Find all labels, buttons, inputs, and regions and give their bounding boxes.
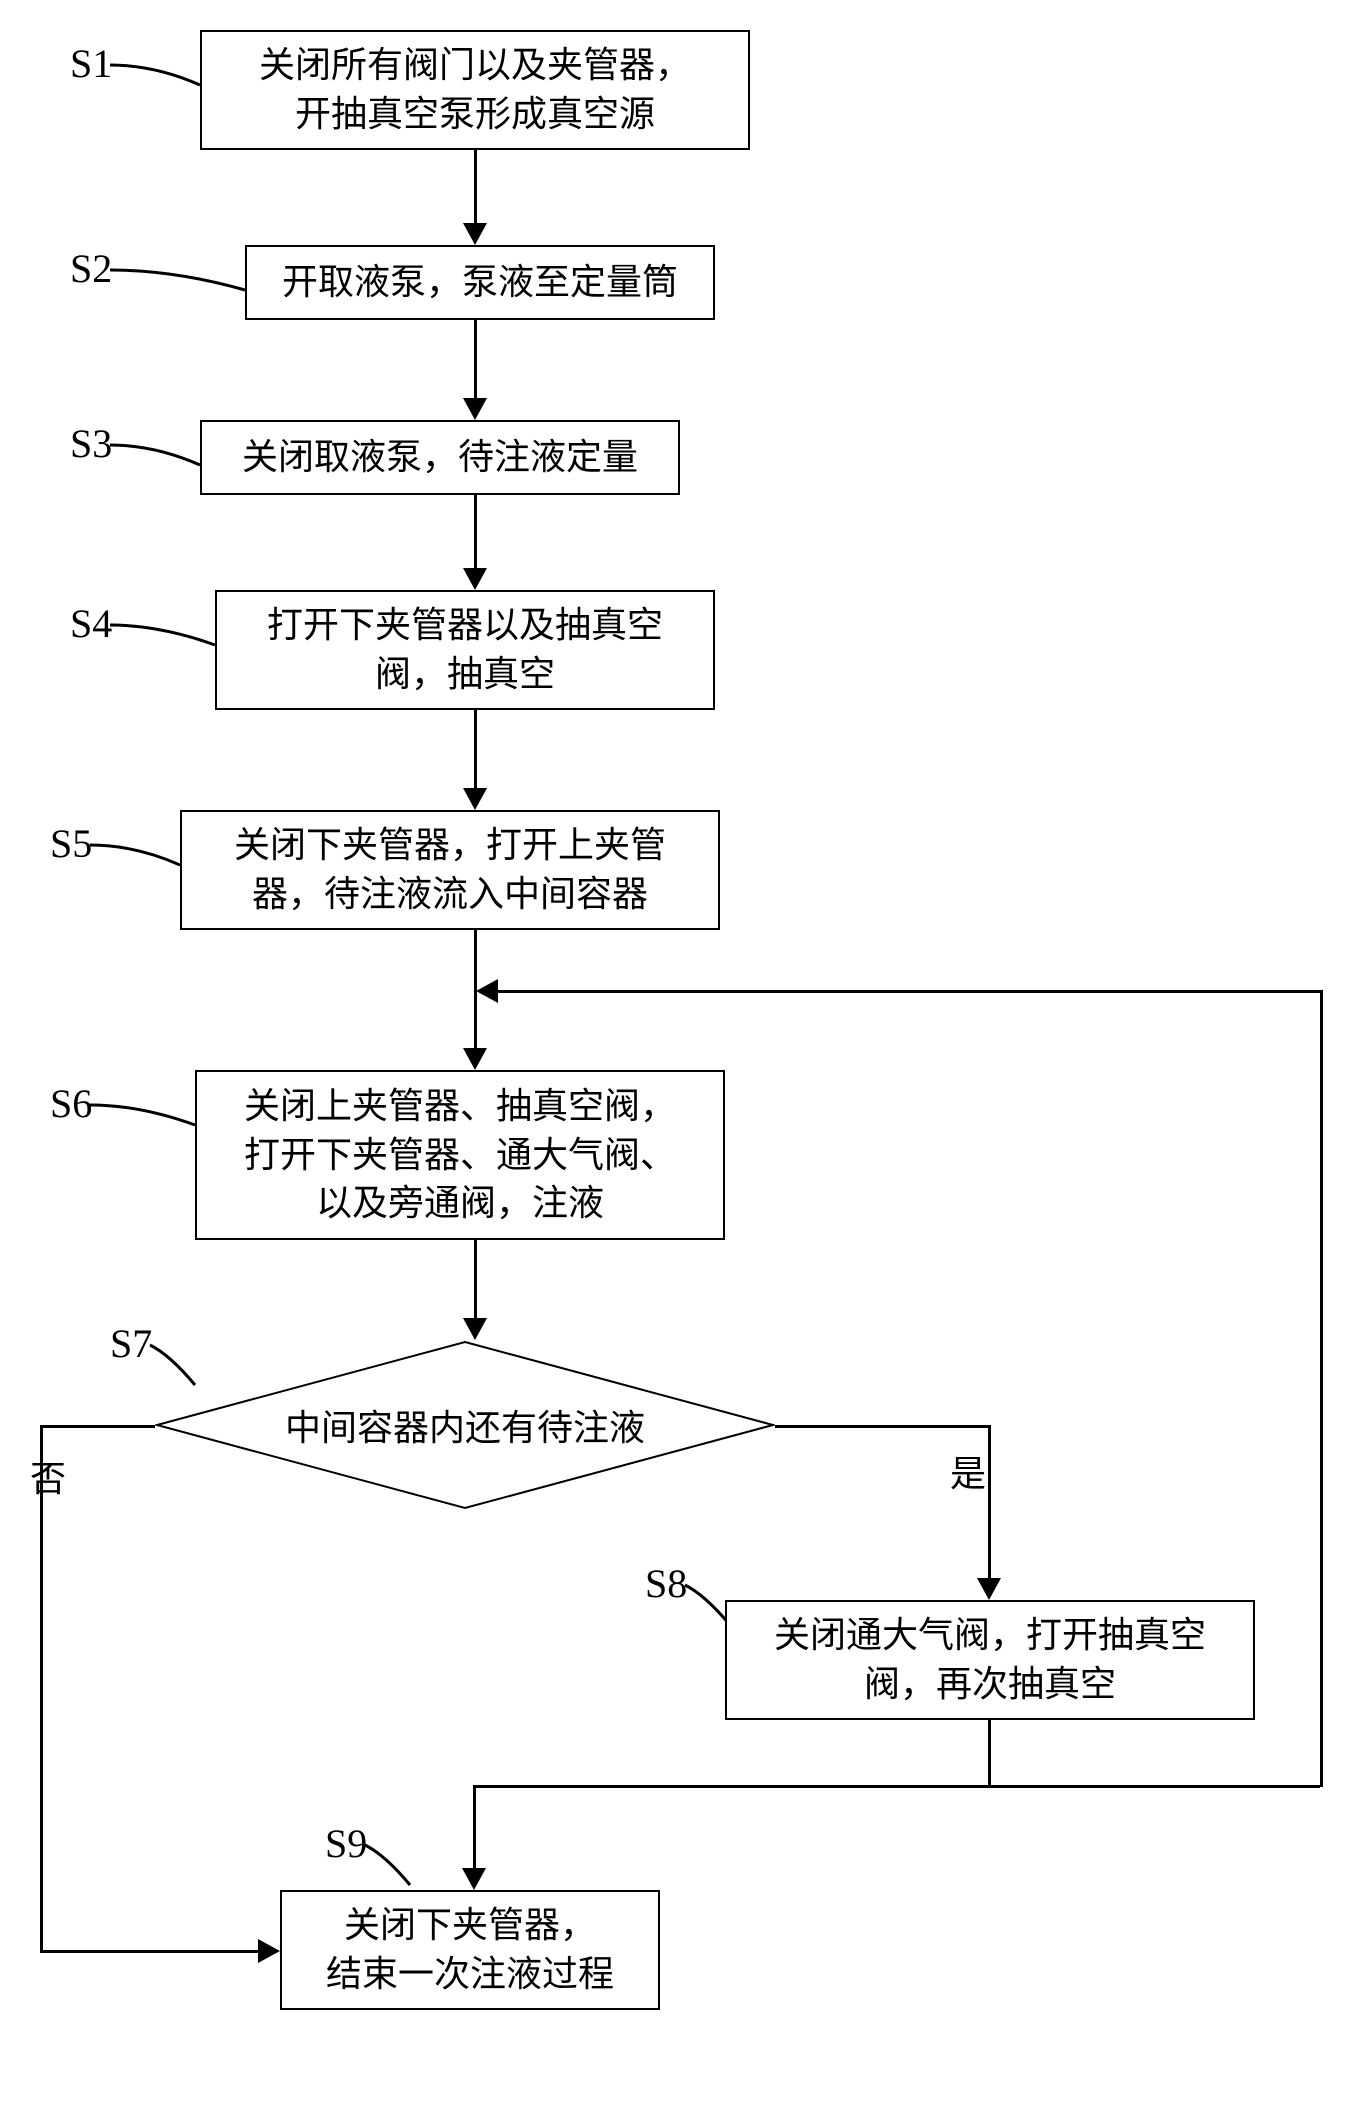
arrowhead-s2-s3 [463, 398, 487, 420]
step-box-s9: 关闭下夹管器， 结束一次注液过程 [280, 1890, 660, 2010]
flowchart-container: S1 关闭所有阀门以及夹管器， 开抽真空泵形成真空源 S2 开取液泵，泵液至定量… [20, 20, 1345, 2092]
arrow-s3-s4 [474, 495, 477, 570]
step-box-s6: 关闭上夹管器、抽真空阀， 打开下夹管器、通大气阀、 以及旁通阀，注液 [195, 1070, 725, 1240]
label-connector-s5 [85, 840, 185, 890]
step-box-s5: 关闭下夹管器，打开上夹管 器，待注液流入中间容器 [180, 810, 720, 930]
decision-text-s7: 中间容器内还有待注液 [155, 1399, 775, 1451]
arrowhead-s4-s5 [463, 788, 487, 810]
arrow-s8-down [988, 1720, 991, 1785]
step-box-s8: 关闭通大气阀，打开抽真空 阀，再次抽真空 [725, 1600, 1255, 1720]
step-text-s5: 关闭下夹管器，打开上夹管 器，待注液流入中间容器 [234, 821, 666, 918]
step-box-s1: 关闭所有阀门以及夹管器， 开抽真空泵形成真空源 [200, 30, 750, 150]
edge-label-yes: 是 [950, 1445, 986, 1497]
step-box-s4: 打开下夹管器以及抽真空 阀，抽真空 [215, 590, 715, 710]
arrow-feedback-h1 [988, 1785, 1320, 1788]
label-connector-s4 [105, 620, 220, 670]
edge-label-no: 否 [30, 1450, 66, 1502]
arrow-s1-s2 [474, 150, 477, 225]
arrow-s2-s3 [474, 320, 477, 400]
step-text-s8: 关闭通大气阀，打开抽真空 阀，再次抽真空 [774, 1611, 1206, 1708]
step-box-s3: 关闭取液泵，待注液定量 [200, 420, 680, 495]
step-text-s4: 打开下夹管器以及抽真空 阀，抽真空 [267, 601, 663, 698]
arrow-s7-no-h2 [40, 1950, 260, 1953]
arrow-s7-yes-h [775, 1425, 990, 1428]
arrowhead-s1-s2 [463, 223, 487, 245]
label-connector-s1 [105, 60, 205, 110]
arrow-feedback-v [1320, 990, 1323, 1787]
step-text-s3: 关闭取液泵，待注液定量 [242, 433, 638, 482]
arrowhead-s7-no [258, 1939, 280, 1963]
label-connector-s2 [105, 265, 250, 315]
arrow-s7-no-v [40, 1425, 43, 1950]
arrowhead-s3-s4 [463, 568, 487, 590]
arrowhead-s8-s9 [462, 1868, 486, 1890]
arrow-s8-s9-h [473, 1785, 988, 1788]
step-box-s2: 开取液泵，泵液至定量筒 [245, 245, 715, 320]
step-text-s6: 关闭上夹管器、抽真空阀， 打开下夹管器、通大气阀、 以及旁通阀，注液 [244, 1082, 676, 1228]
step-text-s1: 关闭所有阀门以及夹管器， 开抽真空泵形成真空源 [259, 41, 691, 138]
arrowhead-s5-s6 [463, 1048, 487, 1070]
step-text-s2: 开取液泵，泵液至定量筒 [282, 258, 678, 307]
label-connector-s9 [360, 1840, 415, 1895]
arrow-s7-no-h1 [40, 1425, 155, 1428]
arrowhead-feedback [476, 979, 498, 1003]
arrowhead-s7-yes [977, 1578, 1001, 1600]
arrow-s8-s9-v [473, 1785, 476, 1870]
arrowhead-s6-s7 [463, 1318, 487, 1340]
arrow-s4-s5 [474, 710, 477, 790]
label-connector-s6 [85, 1100, 200, 1150]
label-connector-s3 [105, 440, 205, 490]
arrow-feedback-h2 [498, 990, 1322, 993]
arrow-s6-s7 [474, 1240, 477, 1320]
step-text-s9: 关闭下夹管器， 结束一次注液过程 [326, 1901, 614, 1998]
arrow-s7-yes-v [988, 1425, 991, 1580]
decision-diamond-s7: 中间容器内还有待注液 [155, 1340, 775, 1510]
